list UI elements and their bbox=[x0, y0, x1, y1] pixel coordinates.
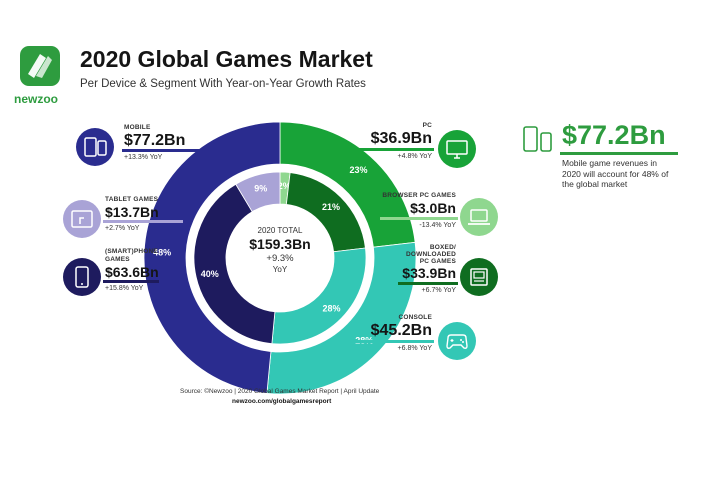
newzoo-logo bbox=[18, 44, 62, 88]
browser-label: BROWSER PC GAMES bbox=[382, 192, 456, 199]
boxed-connector bbox=[398, 282, 458, 285]
console-value: $45.2Bn bbox=[370, 322, 432, 339]
tablet-label: TABLET GAMES bbox=[105, 196, 159, 203]
laptop-icon bbox=[460, 198, 498, 236]
smartphone-label-line1: (SMART)PHONE bbox=[105, 248, 158, 255]
center-total-yoy: +9.3% bbox=[266, 253, 294, 264]
pc-yoy: +4.8% YoY bbox=[397, 153, 432, 160]
game-box-icon bbox=[460, 258, 498, 296]
callout-devices-icon bbox=[522, 125, 556, 162]
pc-monitor-icon bbox=[438, 130, 476, 168]
tablet-icon bbox=[63, 200, 101, 238]
center-total-value: $159.3Bn bbox=[249, 236, 311, 252]
inner-ring-pct-label: 21% bbox=[322, 202, 340, 212]
inner-ring-slice--smart-phone-games bbox=[193, 183, 276, 345]
pc-label: PC bbox=[422, 122, 432, 129]
console-label: CONSOLE bbox=[398, 314, 432, 321]
center-total-label: 2020 TOTAL bbox=[257, 226, 303, 235]
smartphone-icon bbox=[63, 258, 101, 296]
brand-name: newzoo bbox=[14, 92, 58, 106]
pc-value: $36.9Bn bbox=[370, 130, 432, 147]
smartphone-label-line2: GAMES bbox=[105, 256, 130, 263]
tablet-connector bbox=[103, 220, 183, 223]
console-yoy: +6.8% YoY bbox=[397, 345, 432, 352]
console-connector bbox=[344, 340, 434, 343]
callout-text: Mobile game revenues in 2020 will accoun… bbox=[562, 158, 669, 189]
page-subtitle: Per Device & Segment With Year-on-Year G… bbox=[80, 78, 366, 90]
boxed-value: $33.9Bn bbox=[402, 265, 456, 281]
inner-ring-pct-label: 28% bbox=[322, 303, 340, 313]
donut-chart: 23%28%48%2%21%28%40%9% bbox=[143, 121, 417, 395]
mobile-connector bbox=[122, 149, 214, 152]
inner-ring-pct-label: 9% bbox=[254, 184, 267, 194]
inner-ring-slice-tablet-games bbox=[235, 171, 281, 213]
smartphone-value: $63.6Bn bbox=[105, 264, 159, 280]
smartphone-yoy: +15.8% YoY bbox=[105, 285, 144, 292]
mobile-label: MOBILE bbox=[124, 124, 151, 131]
source-text: Source: ©Newzoo | 2020 Global Games Mark… bbox=[180, 388, 380, 395]
tablet-yoy: +2.7% YoY bbox=[105, 225, 140, 232]
outer-ring-pct-label: 48% bbox=[153, 247, 171, 257]
outer-ring-pct-label: 23% bbox=[349, 165, 367, 175]
boxed-label-line1: BOXED/ bbox=[429, 244, 456, 251]
smartphone-connector bbox=[103, 280, 159, 283]
outer-ring-slice-mobile bbox=[143, 121, 281, 394]
mobile-value: $77.2Bn bbox=[124, 132, 186, 149]
tablet-value: $13.7Bn bbox=[105, 204, 159, 220]
gamepad-icon bbox=[438, 322, 476, 360]
boxed-label-line3: PC GAMES bbox=[419, 258, 456, 265]
source-url[interactable]: newzoo.com/globalgamesreport bbox=[232, 398, 332, 405]
pc-connector bbox=[344, 148, 434, 151]
inner-ring-pct-label: 2% bbox=[278, 181, 291, 191]
center-total-yoy-unit: YoY bbox=[272, 265, 288, 274]
inner-ring-pct-label: 40% bbox=[201, 269, 219, 279]
callout-value: $77.2Bn bbox=[562, 120, 666, 150]
mobile-yoy: +13.3% YoY bbox=[124, 154, 163, 161]
boxed-label-line2: DOWNLOADED bbox=[405, 251, 456, 258]
mobile-icon bbox=[76, 128, 114, 166]
boxed-yoy: +6.7% YoY bbox=[421, 287, 456, 294]
callout-underline bbox=[560, 152, 678, 155]
browser-value: $3.0Bn bbox=[410, 200, 456, 216]
page-title: 2020 Global Games Market bbox=[80, 46, 373, 72]
browser-connector bbox=[380, 217, 458, 220]
donut-hole bbox=[228, 206, 332, 310]
browser-yoy: -13.4% YoY bbox=[419, 222, 456, 229]
